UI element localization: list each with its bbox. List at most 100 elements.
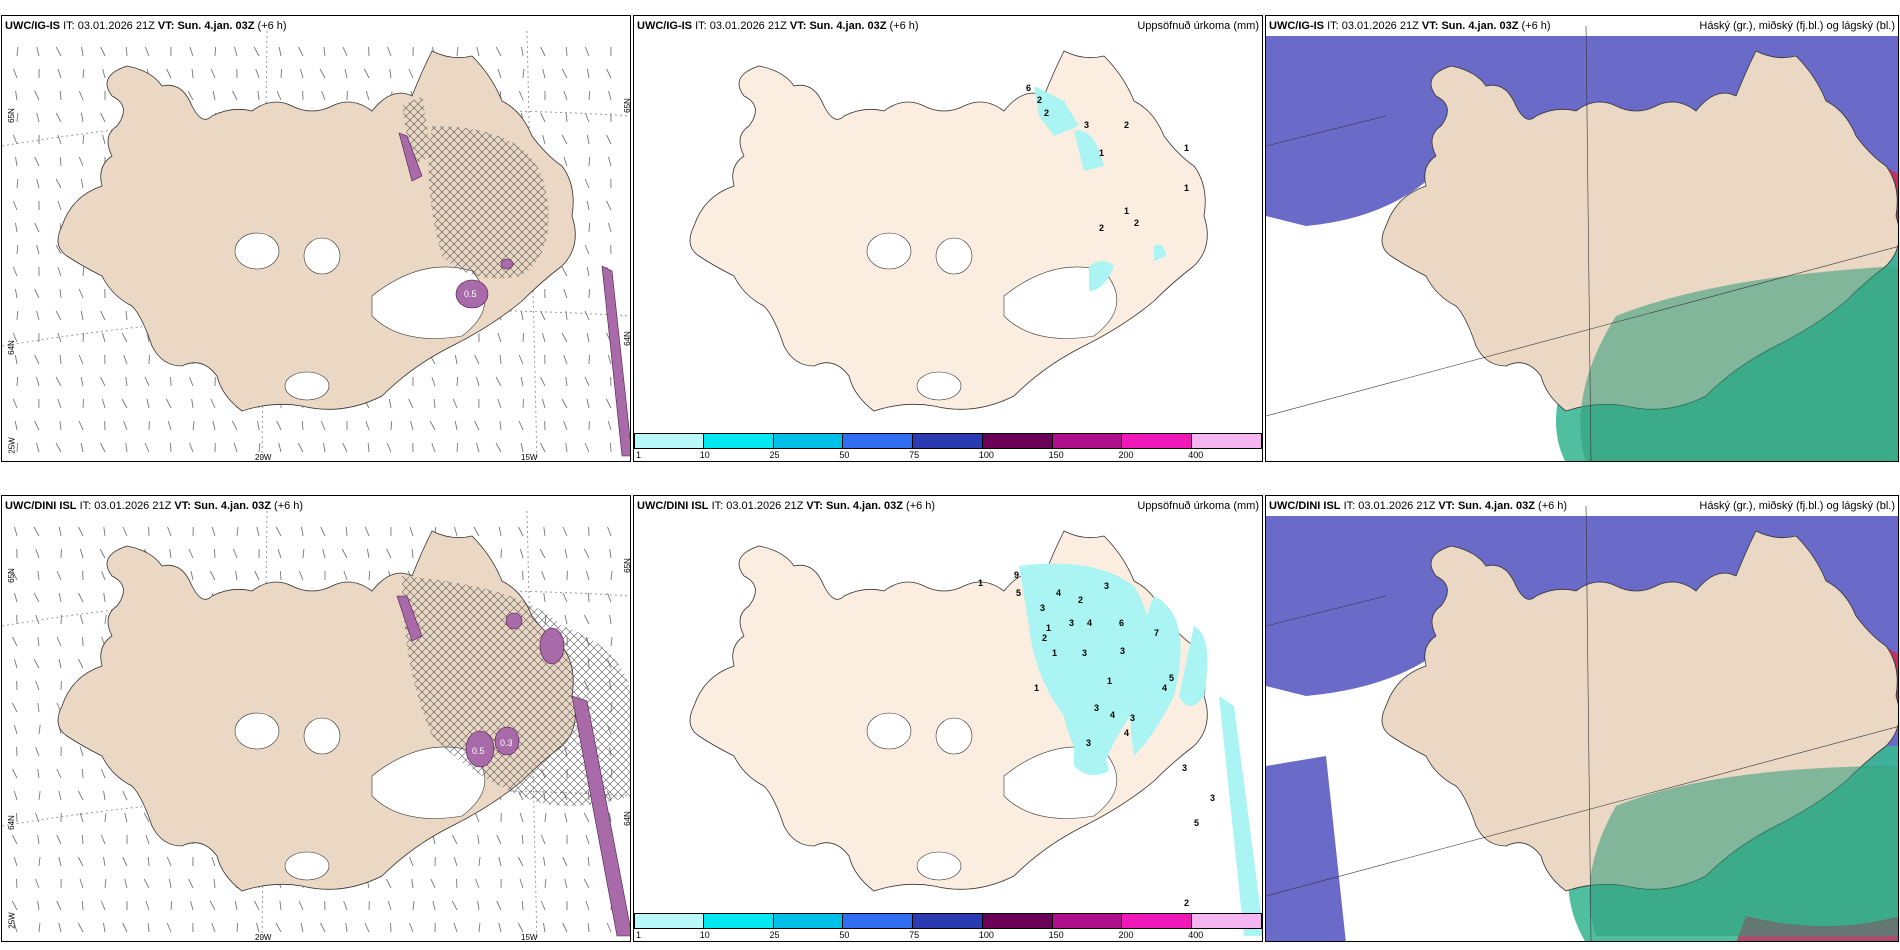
colorbar-segment [982, 433, 1053, 449]
wind-barb [365, 90, 370, 101]
wind-barb [37, 702, 40, 713]
wind-barb [564, 548, 568, 559]
wind-barb [124, 812, 128, 823]
wind-barb [78, 288, 84, 299]
wind-barb [365, 420, 370, 431]
wind-barb [82, 68, 85, 79]
wind-barb [522, 68, 525, 79]
colorbar-tick: 100 [978, 930, 994, 940]
wind-barb [55, 178, 62, 189]
wind-barb [522, 398, 524, 409]
wind-barb [209, 900, 216, 911]
wind-barb [454, 420, 458, 431]
wind-barb [13, 790, 18, 801]
wind-barb [57, 200, 62, 211]
wind-barb [58, 922, 62, 933]
lon-label: 15W [521, 453, 538, 462]
wind-barb [79, 812, 84, 823]
wind-barb [77, 856, 84, 867]
wind-barb [320, 922, 326, 933]
wind-barb [147, 856, 150, 867]
wind-barb [367, 442, 370, 453]
wind-barb [453, 856, 458, 867]
wind-barb [565, 46, 568, 57]
wind-barb [500, 548, 502, 559]
wind-barb [518, 354, 524, 365]
wind-barb [606, 200, 612, 211]
wind-barb [55, 46, 62, 57]
wind-barb [605, 398, 612, 409]
colorbar-tick: 75 [909, 450, 920, 460]
wind-barb [234, 900, 238, 911]
wind-barb [165, 398, 172, 409]
wind-barb [15, 90, 18, 101]
wind-barb [565, 442, 568, 453]
wind-barb [210, 68, 216, 79]
precip-value: 1 [1046, 623, 1051, 633]
wind-barb [521, 834, 524, 845]
wind-barb [80, 442, 84, 453]
wind-barb [12, 134, 18, 145]
wind-barb [15, 878, 18, 889]
wind-barb [60, 548, 62, 559]
wind-barb [540, 442, 546, 453]
wind-barb [345, 922, 348, 933]
wind-barb [77, 790, 84, 801]
wind-barb [82, 398, 84, 409]
wind-barb [55, 442, 62, 453]
wind-barb [607, 526, 612, 537]
wind-barb [343, 570, 348, 581]
wind-barb [81, 900, 84, 911]
wind-barb [279, 900, 282, 911]
wind-barb [36, 244, 40, 255]
wind-barb [14, 288, 18, 299]
panel-clouds-dini: UWC/DINI ISL IT: 03.01.2026 21Z VT: Sun.… [1265, 495, 1899, 942]
wind-barb [586, 68, 590, 79]
wind-barb [57, 68, 62, 79]
wind-barb [146, 398, 150, 409]
lat-label: 64N [622, 331, 631, 346]
wind-barb [279, 570, 282, 581]
precip-value: 2 [1099, 223, 1104, 233]
precip-map: 195423334162137315434343335221 [689, 530, 1262, 936]
colorbar-tick: 400 [1188, 450, 1204, 460]
wind-barb [540, 310, 546, 321]
panel-wind-snow-igis: UWC/IG-IS IT: 03.01.2026 21Z VT: Sun. 4.… [1, 15, 631, 462]
wind-barb [77, 922, 84, 933]
lat-label: 65N [6, 568, 16, 583]
wind-barb [57, 266, 62, 277]
wind-barb [256, 526, 260, 537]
colorbar-segment [1122, 433, 1193, 449]
wind-barb [12, 636, 18, 647]
wind-barb [297, 442, 304, 453]
lon-label: 25W [7, 437, 17, 454]
precip-value: 4 [1110, 710, 1115, 720]
wind-barb [122, 526, 128, 537]
colorbar-tick: 200 [1118, 930, 1134, 940]
wind-barb [586, 332, 590, 343]
wind-barb [298, 900, 304, 911]
colorbar-tick: 10 [699, 930, 710, 940]
colorbar-tick: 100 [978, 450, 994, 460]
lon-label: 20W [255, 933, 272, 942]
wind-barb [16, 112, 19, 123]
wind-barb [125, 310, 128, 321]
wind-barb [56, 768, 62, 779]
colorbar-segment [634, 433, 704, 449]
snow-label: 0.5 [464, 289, 477, 299]
colorbar-tick: 400 [1188, 930, 1204, 940]
wind-barb [235, 570, 238, 581]
colorbar: 1 10 25 50 75 100 150 200 400 [634, 913, 1262, 941]
wind-barb [302, 548, 305, 559]
wind-barb [254, 900, 260, 911]
panel-variable-title: Uppsöfnuð úrkoma (mm) [1137, 20, 1259, 32]
lat-label: 64N [622, 811, 631, 826]
wind-barb [519, 878, 524, 889]
wind-barb [78, 354, 84, 365]
lat-label: 65N [622, 558, 631, 573]
wind-barb [81, 834, 84, 845]
wind-barb [456, 442, 459, 453]
wind-barb [103, 526, 106, 537]
wind-barb [14, 354, 18, 365]
wind-barb [125, 46, 128, 57]
